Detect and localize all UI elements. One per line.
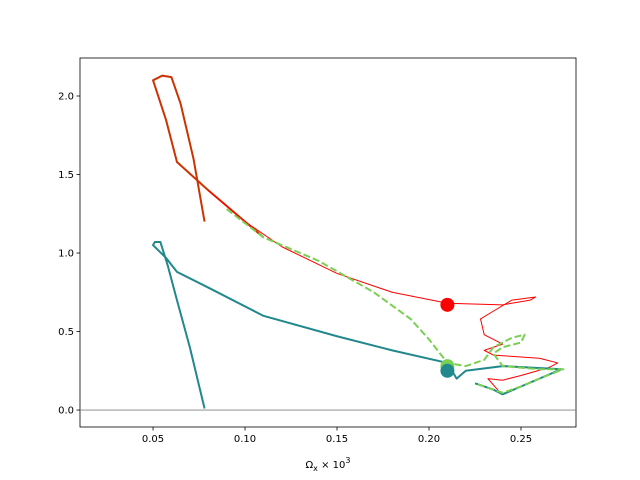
series-line xyxy=(207,189,559,392)
marker xyxy=(440,363,455,378)
x-tick-label: 0.15 xyxy=(326,434,348,445)
x-label-sup: 3 xyxy=(345,456,350,465)
x-tick-label: 0.05 xyxy=(142,434,164,445)
x-tick-label: 0.20 xyxy=(418,434,440,445)
y-tick-label: 1.0 xyxy=(58,249,74,260)
marker xyxy=(440,297,455,312)
y-tick-label: 2.0 xyxy=(58,91,74,102)
x-tick-label: 0.10 xyxy=(234,434,256,445)
y-tick-label: 1.5 xyxy=(58,170,74,181)
x-label-mid: × 10 xyxy=(318,460,345,471)
plot-frame xyxy=(79,57,577,428)
y-tick-label: 0.0 xyxy=(58,406,74,417)
x-label-sub: x xyxy=(313,464,318,473)
y-tick-label: 0.5 xyxy=(58,327,74,338)
series-line xyxy=(226,208,565,394)
x-axis-label: Ωx × 103 xyxy=(306,456,351,473)
x-label-base: Ω xyxy=(306,460,314,471)
series-line xyxy=(152,241,563,409)
x-tick-label: 0.25 xyxy=(510,434,532,445)
series-line xyxy=(152,74,265,239)
